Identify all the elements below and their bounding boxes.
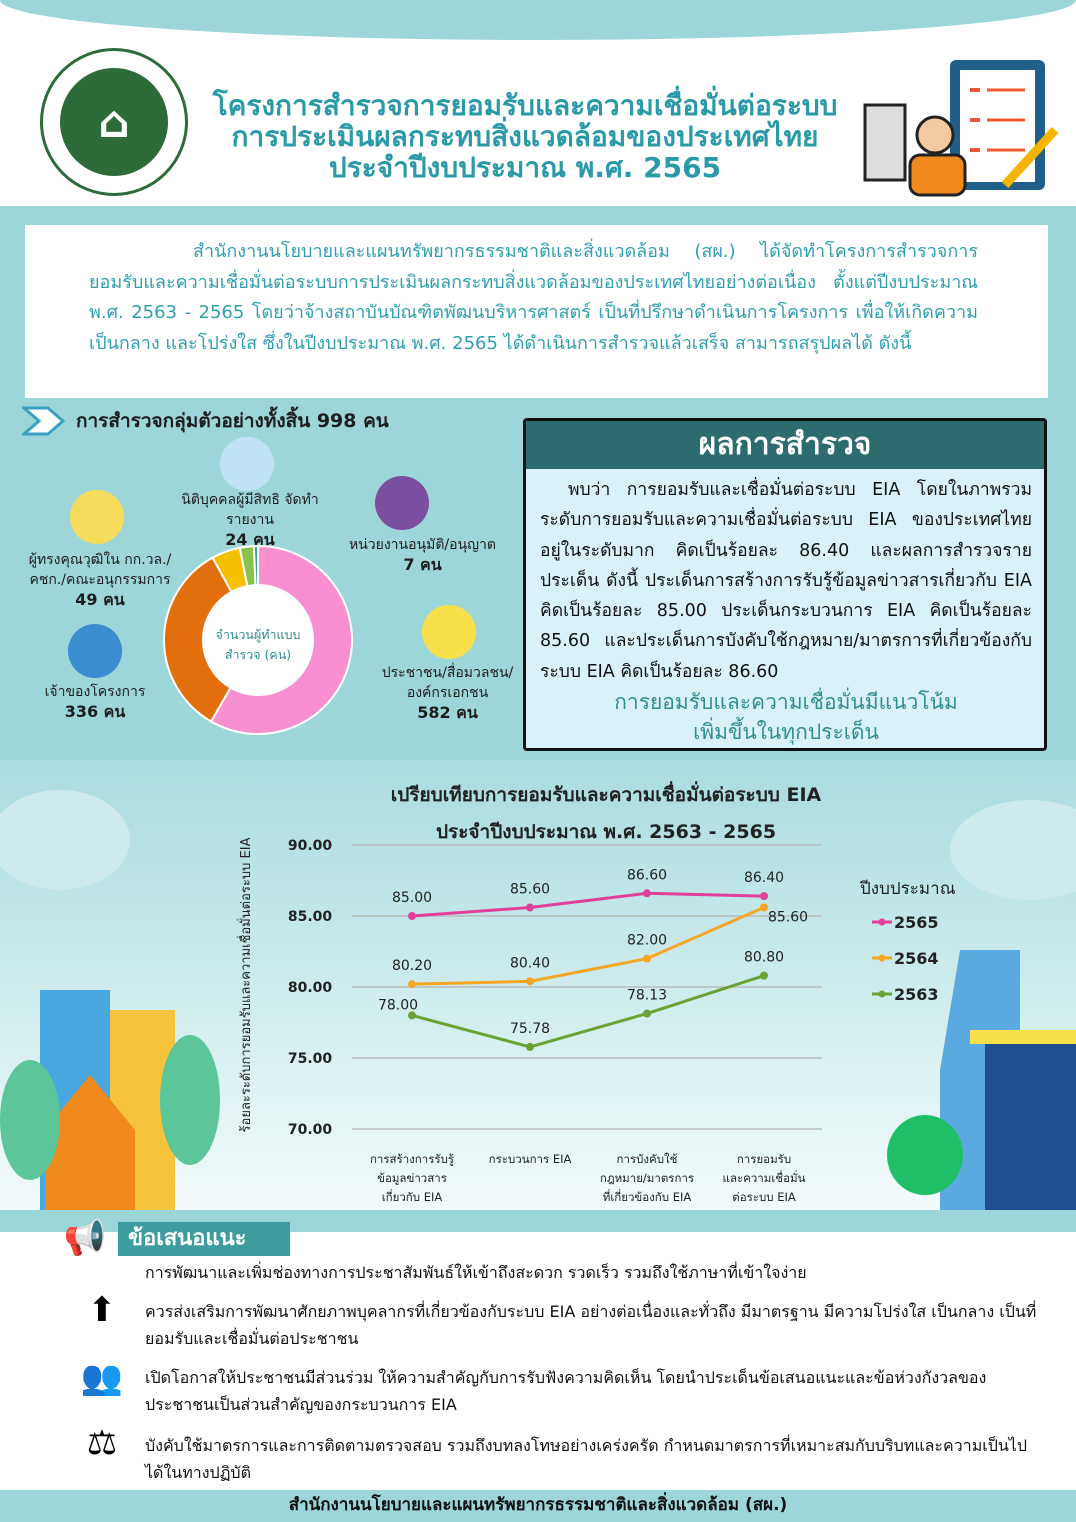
data-label: 75.78 <box>510 1021 550 1037</box>
recommendation-item: ควรส่งเสริมการพัฒนาศักยภาพบุคลากรที่เกี่… <box>145 1302 1037 1348</box>
results-panel: ผลการสำรวจ พบว่า การยอมรับและเชื่อมั่นต่… <box>523 418 1047 751</box>
y-tick-label: 85.00 <box>288 909 333 925</box>
x-tick-label: การสร้างการรับรู้ <box>370 1152 454 1166</box>
donut-center-label: จำนวนผู้ทำแบบสำรวจ (คน) <box>215 627 301 662</box>
intro-text: สำนักงานนโยบายและแผนทรัพยากรธรรมชาติและส… <box>89 241 978 354</box>
authority-avatar <box>375 476 429 530</box>
experts-avatar <box>70 490 124 544</box>
donut-hole <box>204 586 312 694</box>
city-right-illustration <box>887 800 1076 1210</box>
sample-donut-chart <box>163 545 353 735</box>
title-line: โครงการสำรวจการยอมรับและความเชื่อมั่นต่อ… <box>212 89 838 122</box>
comparison-line-chart: เปรียบเทียบการยอมรับและความเชื่อมั่นต่อร… <box>0 781 1076 1210</box>
sample-heading-text: การสำรวจกลุ่มตัวอย่างทั้งสิ้น 998 คน <box>76 410 389 432</box>
legal-entity-avatar <box>220 437 274 491</box>
x-tick-label: การยอมรับ <box>737 1152 791 1166</box>
megaphone-icon: 📢 <box>63 1218 107 1258</box>
data-label: 85.60 <box>510 881 550 897</box>
data-label: 80.40 <box>510 955 550 971</box>
results-body: พบว่า การยอมรับและเชื่อมั่นต่อระบบ EIA โ… <box>540 480 1032 682</box>
city-left-illustration <box>0 790 220 1210</box>
survey-clipboard-illustration <box>863 60 1059 197</box>
legend-entry: 2564 <box>894 949 939 968</box>
header-wave <box>0 0 1076 40</box>
legend-title: ปีงบประมาณ <box>859 879 956 899</box>
y-axis-label: ร้อยละระดับการยอมรับและความเชื่อมั่นต่อร… <box>237 837 254 1132</box>
data-point <box>760 971 768 980</box>
data-point <box>408 1011 416 1020</box>
title-line: การประเมินผลกระทบสิ่งแวดล้อมของประเทศไทย <box>231 120 819 153</box>
people-participation-icon: 👥 <box>80 1358 124 1398</box>
recommendation-item: เปิดโอกาสให้ประชาชนมีส่วนร่วม ให้ความสำค… <box>145 1368 987 1414</box>
x-tick-label: ข้อมูลข่าวสาร <box>377 1171 447 1185</box>
x-tick-label: กฎหมาย/มาตรการ <box>600 1171 694 1185</box>
data-label: 82.00 <box>627 933 667 949</box>
legend-marker <box>878 990 886 998</box>
results-title: ผลการสำรวจ <box>526 421 1044 469</box>
sample-heading: การสำรวจกลุ่มตัวอย่างทั้งสิ้น 998 คน <box>22 406 389 436</box>
data-point <box>643 889 651 898</box>
legend-marker <box>878 918 886 926</box>
donut-label-project-owner: เจ้าของโครงการ 336 คน <box>44 684 146 721</box>
data-label: 80.80 <box>744 950 784 966</box>
y-tick-label: 75.00 <box>288 1051 333 1067</box>
data-point <box>760 892 768 901</box>
recommendations-panel <box>0 1232 1076 1490</box>
data-label: 85.00 <box>392 890 432 906</box>
recommendation-item: บังคับใช้มาตรการและการติดตามตรวจสอบ รวมถ… <box>145 1436 1028 1482</box>
data-label: 80.20 <box>392 958 432 974</box>
chart-title: เปรียบเทียบการยอมรับและความเชื่อมั่นต่อร… <box>391 781 822 806</box>
legend-entry: 2565 <box>894 913 939 932</box>
page-title: โครงการสำรวจการยอมรับและความเชื่อมั่นต่อ… <box>200 90 850 183</box>
x-tick-label: และความเชื่อมั่น <box>723 1170 806 1185</box>
chevron-right-icon <box>22 406 66 436</box>
data-label: 78.13 <box>627 988 667 1004</box>
title-line: ประจำปีงบประมาณ พ.ศ. 2565 <box>328 151 722 184</box>
results-highlight: การยอมรับและความเชื่อมั่นมีแนวโน้ม เพิ่มข… <box>614 690 958 745</box>
public-avatar <box>422 605 476 659</box>
donut-slice <box>209 545 353 735</box>
x-tick-label: กระบวนการ EIA <box>489 1152 572 1166</box>
intro-box: สำนักงานนโยบายและแผนทรัพยากรธรรมชาติและส… <box>25 225 1048 398</box>
donut-slice <box>163 556 233 723</box>
justice-scale-icon: ⚖ <box>86 1423 118 1463</box>
y-tick-label: 90.00 <box>288 838 333 854</box>
donut-label-experts: ผู้ทรงคุณวุฒิใน กก.วล./ คชก./คณะอนุกรรมก… <box>28 552 172 609</box>
data-point <box>643 1009 651 1018</box>
data-label: 86.40 <box>744 870 784 886</box>
series-line-2563 <box>411 974 765 1049</box>
data-label: 85.60 <box>768 909 808 925</box>
x-tick-label: เกี่ยวกับ EIA <box>382 1189 443 1204</box>
recommendation-item: การพัฒนาและเพิ่มช่องทางการประชาสัมพันธ์ใ… <box>145 1263 807 1282</box>
x-tick-label: การบังคับใช้ <box>617 1152 678 1166</box>
data-point <box>643 954 651 963</box>
data-label: 86.60 <box>627 867 667 883</box>
y-tick-label: 70.00 <box>288 1122 333 1138</box>
onep-logo: ⌂ <box>40 48 188 196</box>
y-tick-label: 80.00 <box>288 980 333 996</box>
data-point <box>408 980 416 989</box>
recommendations-title: ข้อเสนอแนะ <box>118 1222 290 1256</box>
data-label: 78.00 <box>378 997 418 1013</box>
series-line-2565 <box>411 891 765 918</box>
logo-mark-icon: ⌂ <box>60 68 168 176</box>
donut-slice <box>252 545 259 587</box>
x-tick-label: ต่อระบบ EIA <box>732 1190 796 1204</box>
footer-org-name: สำนักงานนโยบายและแผนทรัพยากรธรรมชาติและส… <box>0 1490 1076 1522</box>
donut-label-authority: หน่วยงานอนุมัติ/อนุญาต 7 คน <box>348 537 496 574</box>
legend-entry: 2563 <box>894 985 939 1004</box>
data-point <box>760 903 768 912</box>
legend-marker <box>878 954 886 962</box>
series-line-2564 <box>411 906 765 986</box>
data-point <box>526 903 534 912</box>
project-owner-avatar <box>68 624 122 678</box>
data-point <box>526 977 534 986</box>
chart-title: ประจำปีงบประมาณ พ.ศ. 2563 - 2565 <box>436 821 776 843</box>
data-point <box>526 1042 534 1051</box>
x-tick-label: ที่เกี่ยวข้องกับ EIA <box>603 1189 692 1204</box>
growth-person-icon: ⬆ <box>87 1290 117 1330</box>
donut-label-public: ประชาชน/สื่อมวลชน/ องค์กรเอกชน 582 คน <box>381 665 514 722</box>
donut-label-legal-entity: นิติบุคคลผู้มีสิทธิ จัดทำรายงาน 24 คน <box>181 492 319 549</box>
data-point <box>408 912 416 920</box>
